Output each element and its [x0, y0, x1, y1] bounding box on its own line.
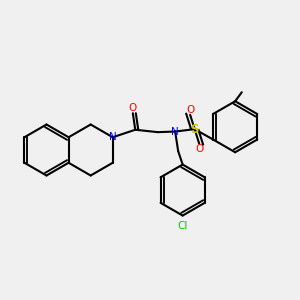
Text: N: N [171, 127, 179, 136]
Text: N: N [109, 132, 117, 142]
Text: O: O [129, 103, 137, 113]
Text: O: O [195, 144, 203, 154]
Text: Cl: Cl [178, 221, 188, 231]
Text: O: O [186, 105, 194, 115]
Text: S: S [190, 123, 199, 136]
